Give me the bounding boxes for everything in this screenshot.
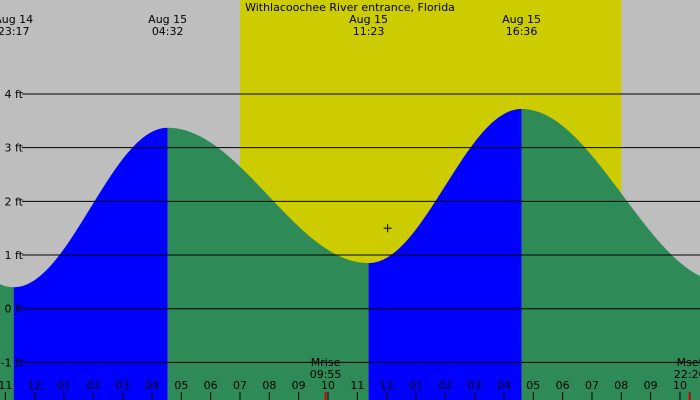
grid-lines	[22, 93, 700, 363]
hour-label: 07	[233, 379, 247, 392]
y-tick-label: 2 ft	[5, 195, 24, 208]
hour-label: 12	[28, 379, 42, 392]
tide-areas	[0, 108, 700, 400]
hour-label: 09	[644, 379, 658, 392]
falling-tide-area	[167, 127, 369, 400]
hour-label: 10	[321, 379, 335, 392]
y-tick-label: 1 ft	[5, 249, 24, 262]
y-tick-label: -1 ft	[1, 356, 24, 369]
hour-label: 02	[86, 379, 100, 392]
moon-event-time: 22:20	[674, 368, 700, 381]
hour-label: 03	[116, 379, 130, 392]
hour-label: 10	[673, 379, 687, 392]
hour-label: 02	[438, 379, 452, 392]
hour-label: 05	[174, 379, 188, 392]
extreme-time-label: 11:23	[353, 25, 385, 38]
hour-label: 09	[292, 379, 306, 392]
y-tick-label: 3 ft	[5, 142, 24, 155]
hour-axis: 11 12 01 02 03 04 05 06 07 08 09 10 11 12 01 02 03 04 05 06…	[0, 379, 687, 400]
hour-label: 04	[145, 379, 159, 392]
extreme-time-label: 04:32	[152, 25, 184, 38]
hour-label: 08	[262, 379, 276, 392]
extreme-date-label: Aug 15	[349, 13, 388, 26]
rising-tide-area	[13, 127, 168, 400]
moon-event-label: Mset	[677, 356, 700, 369]
y-axis-labels: 4 ft 3 ft 2 ft 1 ft 0 ft -1 ft	[1, 88, 24, 369]
hour-label: 11	[350, 379, 364, 392]
moon-event-label: Mrise	[311, 356, 341, 369]
extreme-time-label: 16:36	[506, 25, 538, 38]
hour-label: 04	[497, 379, 511, 392]
extreme-date-label: Aug 15	[148, 13, 187, 26]
rising-tide-area	[368, 108, 522, 400]
extreme-time-label: 23:17	[0, 25, 30, 38]
hour-label: 08	[614, 379, 628, 392]
current-time-marker	[383, 224, 392, 233]
hour-label: 01	[57, 379, 71, 392]
hour-label: 06	[556, 379, 570, 392]
y-tick-label: 4 ft	[5, 88, 24, 101]
extreme-date-label: Aug 14	[0, 13, 33, 26]
hour-label: 07	[585, 379, 599, 392]
chart-title: Withlacoochee River entrance, Florida	[245, 1, 455, 14]
hour-label: 01	[409, 379, 423, 392]
y-tick-label: 0 ft	[5, 303, 24, 316]
hour-label: 12	[380, 379, 394, 392]
hour-label: 11	[0, 379, 12, 392]
extreme-date-label: Aug 15	[502, 13, 541, 26]
moon-event-time: 09:55	[310, 368, 342, 381]
falling-tide-area	[521, 108, 700, 400]
hour-label: 06	[204, 379, 218, 392]
hour-label: 03	[468, 379, 482, 392]
hour-label: 05	[526, 379, 540, 392]
falling-tide-area	[0, 284, 14, 400]
